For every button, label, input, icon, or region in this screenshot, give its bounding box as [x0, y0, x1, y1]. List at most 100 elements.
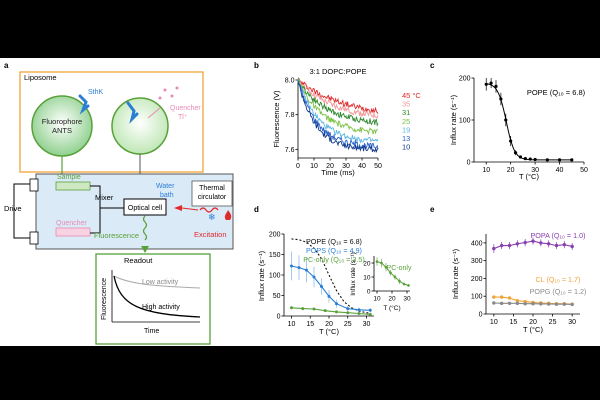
x-tick-label: 30	[403, 296, 411, 303]
inset-x-axis-label: T (°C)	[383, 304, 400, 312]
legend-entry: 31	[402, 108, 410, 117]
x-tick-label: 10	[482, 167, 490, 174]
x-axis-label: T (°C)	[519, 172, 539, 181]
data-point	[562, 242, 567, 247]
data-point	[545, 158, 549, 162]
data-point	[312, 307, 316, 311]
x-axis-label: T (°C)	[523, 325, 543, 334]
x-tick-label: 25	[549, 319, 557, 326]
y-tick-label: 0	[367, 288, 371, 295]
quencher-dot	[163, 88, 167, 92]
readout-title: Readout	[124, 256, 153, 265]
legend-entry: 25	[402, 117, 410, 126]
legend-entry: POPS (Q₁₀ = 4.9)	[306, 246, 362, 255]
data-point	[290, 264, 293, 268]
x-tick-label: 30	[531, 167, 539, 174]
series-line	[291, 238, 371, 314]
excitation-arrow	[174, 205, 182, 211]
water-label: Water	[156, 183, 175, 190]
y-axis-label: Influx rate (s⁻¹)	[257, 250, 266, 301]
trace-series-10	[297, 81, 379, 153]
flame-icon	[224, 210, 232, 220]
fluorescence-label: Fluorescence	[94, 231, 139, 240]
excitation-line	[181, 207, 199, 211]
data-point	[499, 243, 504, 248]
trace-series-35	[297, 77, 379, 119]
legend-entry: 45 °C	[402, 91, 421, 100]
excitation-label: Excitation	[194, 230, 227, 239]
data-point	[335, 302, 338, 306]
data-point	[570, 244, 574, 249]
panel-a: a Liposome Fluorophore ANTS SthK Quenche…	[4, 61, 234, 345]
x-tick-label: 20	[529, 319, 537, 326]
y-tick-label: 400	[471, 240, 483, 247]
series-line	[291, 265, 371, 311]
y-tick-label: 0	[467, 159, 471, 166]
legend-entry: 10	[402, 143, 410, 152]
quencher-top-label: Quencher	[170, 105, 201, 112]
data-point	[515, 242, 520, 246]
data-point	[539, 302, 543, 306]
data-point	[489, 81, 493, 85]
snowflake-icon: ❄	[208, 212, 216, 222]
data-point	[297, 266, 301, 270]
trace-series-31	[297, 77, 379, 127]
y-tick-label: 0	[479, 311, 483, 318]
drive-label: Drive	[4, 204, 22, 213]
y-tick-label: 150	[269, 252, 281, 259]
data-point	[523, 240, 527, 245]
x-tick-label: 10	[310, 163, 318, 170]
data-point	[570, 158, 574, 162]
inset-y-axis-label: Influx rate (s⁻¹)	[350, 252, 357, 296]
data-point	[570, 302, 574, 307]
x-tick-label: 40	[358, 163, 366, 170]
inset-data-point	[407, 284, 410, 287]
inset-data-point	[384, 265, 388, 269]
sthk-channel-icon-2	[126, 101, 139, 124]
figure: a Liposome Fluorophore ANTS SthK Quenche…	[0, 58, 600, 346]
y-axis-label: Influx rate (s⁻¹)	[451, 248, 460, 299]
low-activity-label: Low activity	[142, 279, 179, 286]
panel-c-chart: 10 20 30 40 50 0 100 200 T (°C) Influx rate (s⁻¹)…	[449, 75, 588, 181]
high-activity-curve	[113, 275, 201, 318]
x-tick-label: 10	[288, 321, 296, 328]
x-tick-label: 25	[344, 321, 352, 328]
y-tick-label: 200	[459, 75, 471, 82]
y-tick-label: 200	[269, 231, 281, 238]
data-point	[323, 309, 327, 313]
data-point	[327, 294, 331, 298]
x-tick-label: 50	[374, 163, 382, 170]
data-point	[557, 158, 562, 162]
x-tick-label: 15	[510, 319, 518, 326]
readout-box	[95, 253, 211, 345]
data-point	[546, 302, 551, 306]
legend-entry: 35	[402, 100, 410, 109]
thermal-circulator-box	[191, 180, 233, 207]
data-point	[499, 301, 504, 306]
legend-entry: PC-only (Q₁₀ = 3.5)	[303, 255, 365, 264]
drive-bracket	[13, 183, 30, 239]
data-point	[492, 295, 496, 299]
tl-label: Tl⁺	[178, 114, 188, 121]
inset-data-point	[402, 282, 406, 286]
data-point	[305, 268, 308, 272]
y-tick-label: 200	[471, 276, 483, 283]
excitation-wave-icon	[199, 207, 219, 213]
thermal-label: Thermal	[199, 185, 225, 192]
circulator-label: circulator	[198, 194, 227, 201]
data-point	[507, 243, 512, 248]
y-tick-label: 100	[269, 272, 281, 279]
fluorescence-arrow	[141, 246, 149, 253]
high-activity-label: High activity	[142, 304, 180, 311]
data-point	[515, 301, 520, 306]
low-activity-curve	[113, 275, 201, 289]
y-axis-label: Fluorescence (V)	[272, 90, 281, 148]
y-tick-label: 100	[459, 117, 471, 124]
data-point	[312, 275, 316, 279]
data-point	[546, 242, 551, 246]
trace-series-13	[297, 80, 379, 151]
quencher-syringe-label: Quencher	[56, 220, 87, 227]
data-point	[335, 310, 338, 314]
series-line	[291, 307, 371, 315]
